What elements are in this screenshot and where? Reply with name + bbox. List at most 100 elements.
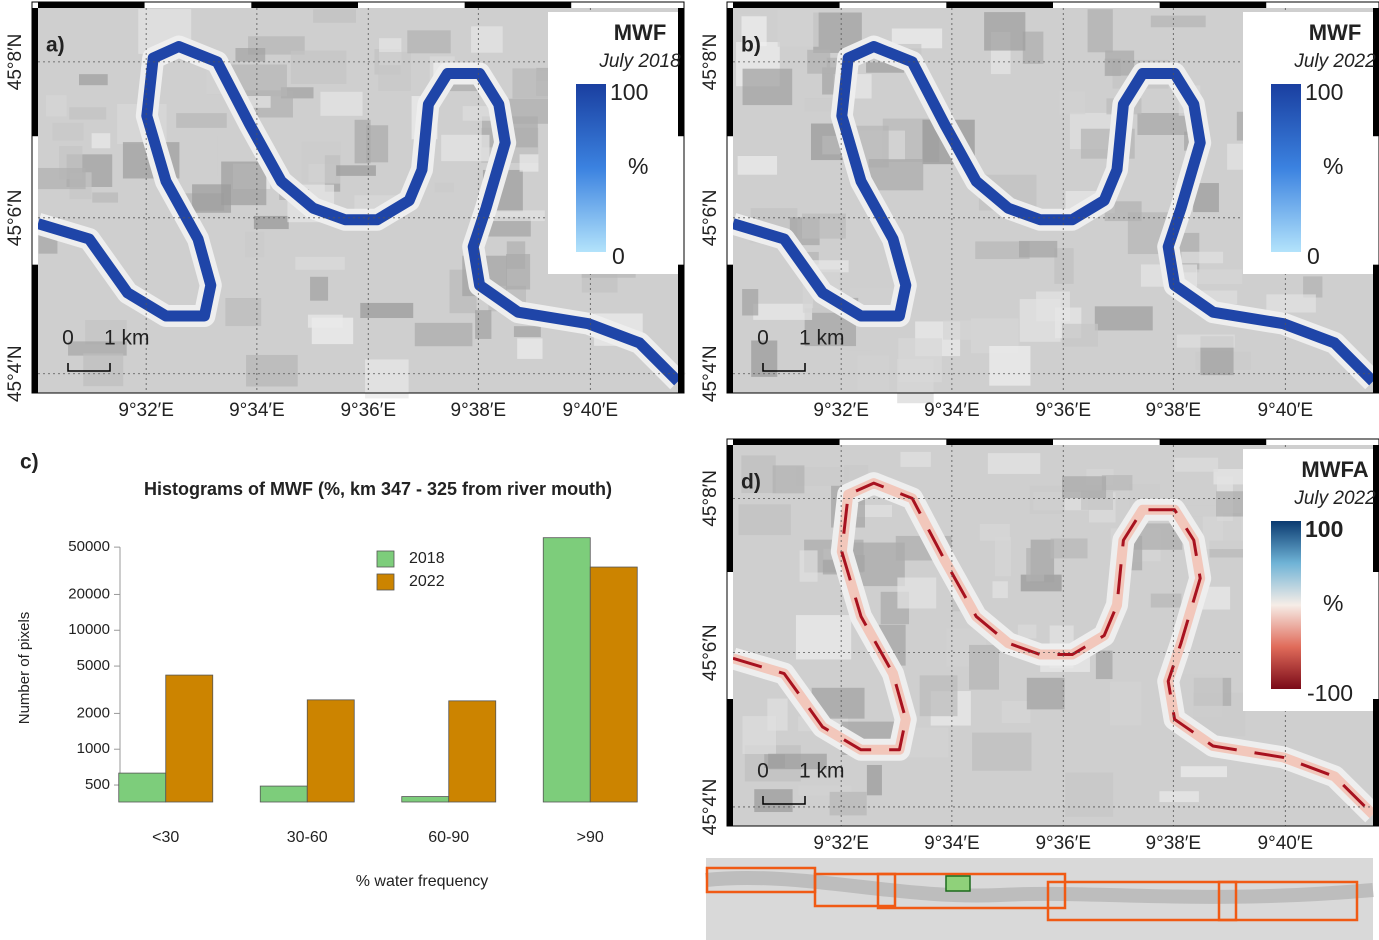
field-texture [802, 214, 846, 239]
field-texture [514, 326, 541, 337]
figure: 45°8′N 45°6′N 45°4′N 9°32′E 9°34′E 9°36′E 9°38… [0, 0, 1379, 940]
legend-swatch [377, 574, 394, 590]
field-texture [995, 537, 1011, 576]
field-texture [79, 74, 108, 85]
longitude-label: 9°40′E [1258, 400, 1314, 421]
legend-label: 2018 [409, 550, 445, 567]
field-texture [246, 355, 298, 386]
frame-bar [32, 8, 38, 136]
legend-title: MWF [1309, 20, 1362, 45]
frame-bar [358, 2, 465, 8]
y-tick-label: 5000 [77, 657, 110, 674]
field-texture [1020, 299, 1061, 342]
legend-subtitle: July 2018 [598, 51, 681, 72]
colorbar [1271, 521, 1301, 689]
scale-bar-end: 1 km [799, 760, 845, 783]
field-texture [313, 9, 356, 22]
frame-bar [1053, 439, 1160, 445]
field-texture [1096, 651, 1113, 679]
field-texture [858, 356, 890, 391]
x-tick-label: <30 [152, 829, 179, 846]
field-texture [1181, 766, 1227, 777]
field-texture [295, 257, 344, 270]
latitude-label: 45°6′N [700, 624, 721, 681]
field-texture [897, 578, 936, 609]
frame-bar [727, 699, 733, 826]
scale-bar-end: 1 km [799, 327, 845, 350]
frame-bar [1160, 2, 1267, 8]
field-texture [743, 69, 793, 105]
frame-bar [1373, 8, 1379, 136]
field-texture [441, 135, 489, 161]
legend-subtitle: July 2022 [1293, 488, 1376, 509]
frame-bar [727, 136, 733, 264]
field-texture [192, 184, 231, 212]
field-texture [1019, 241, 1057, 258]
colorbar-min: 0 [1307, 243, 1320, 269]
longitude-label: 9°36′E [340, 400, 396, 421]
field-texture [415, 323, 473, 346]
longitude-label: 9°32′E [813, 400, 869, 421]
frame-bar [1266, 2, 1373, 8]
map-panel: 45°8′N45°6′N45°4′N9°32′E9°34′E9°36′E9°38… [700, 2, 1379, 421]
frame-bar [946, 2, 1053, 8]
frame-bar [840, 439, 947, 445]
field-texture [1181, 252, 1223, 264]
legend-subtitle: July 2022 [1293, 51, 1376, 72]
field-texture [1137, 113, 1188, 135]
field-texture [235, 48, 265, 62]
latitude-label: 45°6′N [700, 190, 721, 247]
colorbar-unit: % [1323, 590, 1343, 616]
frame-bar [946, 439, 1053, 445]
field-texture [778, 10, 819, 47]
x-tick-label: >90 [577, 829, 604, 846]
field-texture [69, 107, 106, 119]
field-texture [988, 453, 1040, 474]
colorbar-min: -100 [1307, 680, 1353, 706]
latitude-label: 45°8′N [700, 34, 721, 91]
field-texture [989, 346, 1030, 386]
field-texture [897, 359, 934, 403]
bar [449, 701, 496, 802]
frame-bar [1373, 265, 1379, 393]
field-texture [92, 133, 111, 148]
longitude-label: 9°38′E [1146, 833, 1202, 854]
frame-bar [733, 439, 840, 445]
field-texture [754, 789, 792, 812]
frame-bar [32, 136, 38, 264]
y-tick-label: 50000 [68, 538, 110, 555]
field-texture [1027, 678, 1065, 710]
field-texture [993, 581, 1008, 598]
field-texture [475, 310, 491, 339]
colorbar-max: 100 [1305, 516, 1343, 542]
y-tick-label: 20000 [68, 585, 110, 602]
field-texture [1182, 675, 1223, 717]
field-texture [1174, 458, 1218, 472]
field-texture [507, 99, 550, 124]
field-texture [489, 210, 545, 221]
field-texture [291, 51, 346, 84]
panel-label: a) [46, 34, 65, 57]
field-texture [302, 142, 341, 184]
x-tick-label: 30-60 [287, 829, 328, 846]
field-texture [738, 156, 777, 175]
colorbar-max: 100 [1305, 79, 1343, 105]
field-texture [520, 154, 539, 171]
legend-title: MWFA [1301, 457, 1368, 482]
latitude-label: 45°4′N [700, 345, 721, 402]
field-texture [435, 182, 454, 192]
colorbar [576, 84, 606, 252]
x-tick-label: 60-90 [428, 829, 469, 846]
field-texture [199, 136, 217, 177]
frame-bar [678, 8, 684, 136]
longitude-label: 9°40′E [1258, 833, 1314, 854]
field-texture [1105, 59, 1121, 76]
field-texture [1065, 773, 1113, 817]
field-texture [1051, 538, 1088, 558]
longitude-label: 9°34′E [924, 400, 980, 421]
colorbar-min: 0 [612, 243, 625, 269]
y-tick-label: 10000 [68, 621, 110, 638]
field-texture [1196, 269, 1242, 284]
field-texture [773, 465, 805, 493]
field-texture [1062, 476, 1106, 498]
